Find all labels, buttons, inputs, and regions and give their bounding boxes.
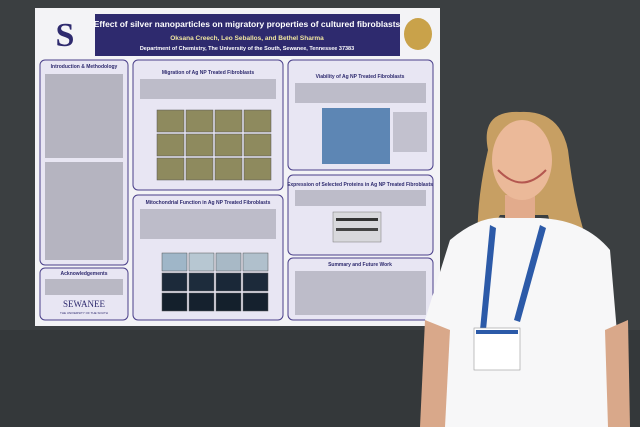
image-grid: [156, 109, 272, 181]
badge-stripe: [476, 330, 518, 334]
badge: [473, 327, 521, 371]
section-title: Introduction & Methodology: [51, 64, 118, 70]
body-text: [45, 74, 123, 260]
lanyard: [514, 225, 546, 322]
panel: [287, 257, 434, 321]
section-title: Acknowledgements: [61, 271, 108, 277]
section-title: Viability of Ag NP Treated Fibroblasts: [316, 74, 405, 80]
smile: [497, 169, 547, 184]
image-grid: [161, 252, 269, 312]
tiger-logo: [404, 18, 432, 50]
logo-text: SEWANEE: [63, 299, 105, 309]
body-text: [295, 83, 426, 103]
blot: [332, 211, 382, 243]
section-title: Expression of Selected Proteins in Ag NP…: [287, 182, 433, 188]
body-text: [295, 190, 426, 206]
affiliation: Department of Chemistry, The University …: [140, 46, 354, 52]
section-title: Migration of Ag NP Treated Fibroblasts: [162, 70, 254, 76]
header-bar: [95, 14, 400, 56]
section-title: Summary and Future Work: [328, 262, 392, 268]
body-text: [295, 271, 426, 315]
body-text: [140, 209, 276, 239]
logo-subtext: THE UNIVERSITY OF THE SOUTH: [60, 311, 108, 315]
figure: [322, 108, 390, 164]
blot-band: [336, 228, 378, 231]
poster-title: Effect of silver nanoparticles on migrat…: [94, 19, 401, 29]
body-text: [45, 279, 123, 295]
logo-area: [40, 13, 90, 56]
shirt: [425, 217, 625, 427]
arm: [605, 320, 630, 427]
legend-text: [393, 112, 427, 152]
logo-s: S: [56, 17, 75, 54]
face: [492, 120, 552, 200]
lanyard: [480, 225, 496, 330]
arm: [420, 320, 450, 427]
authors: Oksana Creech, Leo Seballos, and Bethel …: [170, 35, 324, 42]
body-text: [140, 79, 276, 99]
blot-band: [336, 218, 378, 221]
section-title: Mitochondrial Function in Ag NP Treated …: [146, 200, 271, 206]
